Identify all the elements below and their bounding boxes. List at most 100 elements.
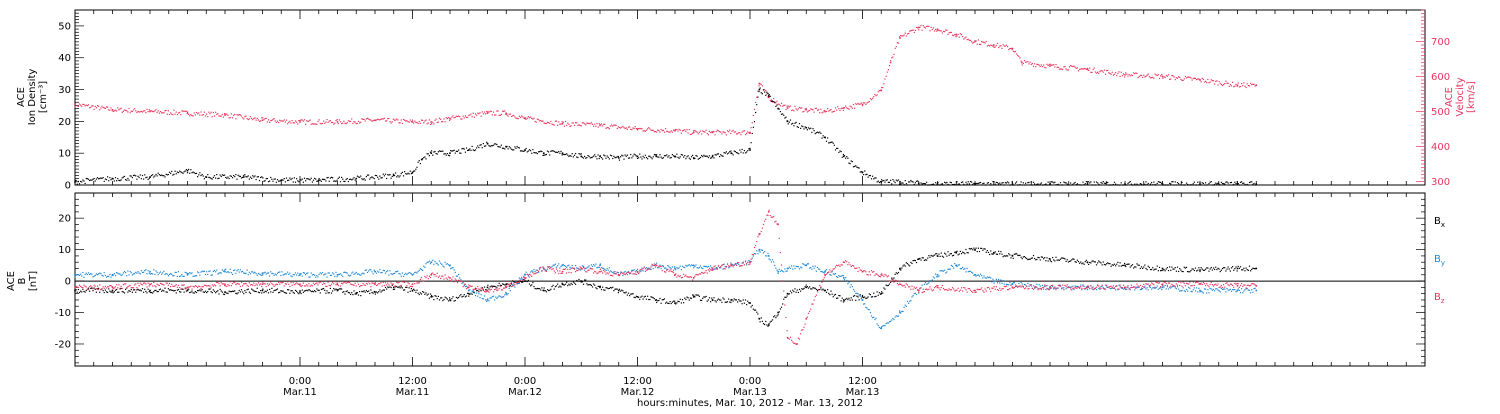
ion-density-dot <box>457 151 458 152</box>
by-dot <box>992 279 993 280</box>
bx-dot <box>1162 270 1163 271</box>
ion-density-dot <box>1045 183 1046 184</box>
ion-density-dot <box>422 158 423 159</box>
bx-dot <box>612 287 613 288</box>
ion-density-dot <box>563 154 564 155</box>
by-dot <box>342 276 343 277</box>
bx-dot <box>995 251 996 252</box>
velocity-dot <box>422 120 423 121</box>
by-dot <box>1195 290 1196 291</box>
velocity-dot <box>1025 62 1026 63</box>
velocity-dot <box>1228 83 1229 84</box>
by-dot <box>709 268 710 269</box>
by-dot <box>962 267 963 268</box>
ion-density-dot <box>265 180 266 181</box>
bx-dot <box>836 298 837 299</box>
by-dot <box>562 265 563 266</box>
bz-dot <box>141 284 142 285</box>
by-dot <box>108 276 109 277</box>
bx-dot <box>1242 269 1243 270</box>
by-dot <box>1136 287 1137 288</box>
ion-density-dot <box>551 150 552 151</box>
by-dot <box>290 275 291 276</box>
velocity-dot <box>580 125 581 126</box>
bx-dot <box>142 288 143 289</box>
ion-density-dot <box>283 180 284 181</box>
ion-density-dot <box>1150 184 1151 185</box>
velocity-dot <box>380 119 381 120</box>
bx-dot <box>509 286 510 287</box>
bx-dot <box>162 290 163 291</box>
bx-dot <box>796 292 797 293</box>
ion-density-dot <box>932 184 933 185</box>
bx-dot <box>260 290 261 291</box>
by-dot <box>1072 286 1073 287</box>
ion-density-dot <box>836 148 837 149</box>
ion-density-dot <box>717 153 718 154</box>
by-dot <box>1230 289 1231 290</box>
velocity-dot <box>431 123 432 124</box>
velocity-dot <box>1120 76 1121 77</box>
ion-density-dot <box>209 177 210 178</box>
velocity-dot <box>1142 77 1143 78</box>
bx-dot <box>1212 269 1213 270</box>
velocity-dot <box>456 116 457 117</box>
velocity-dot <box>736 133 737 134</box>
ion-density-dot <box>827 137 828 138</box>
ion-density-dot <box>829 142 830 143</box>
by-dot <box>385 272 386 273</box>
ion-density-dot <box>837 148 838 149</box>
by-dot <box>499 295 500 296</box>
ion-density-dot <box>1086 181 1087 182</box>
velocity-dot <box>213 112 214 113</box>
by-dot <box>303 272 304 273</box>
by-dot <box>554 264 555 265</box>
bx-dot <box>314 290 315 291</box>
by-dot <box>997 282 998 283</box>
by-dot <box>386 271 387 272</box>
ion-density-dot <box>99 178 100 179</box>
velocity-dot <box>809 110 810 111</box>
by-dot <box>1109 288 1110 289</box>
ion-density-dot <box>962 181 963 182</box>
velocity-dot <box>344 123 345 124</box>
velocity-dot <box>1211 79 1212 80</box>
by-dot <box>877 323 878 324</box>
velocity-dot <box>1242 85 1243 86</box>
bx-dot <box>437 298 438 299</box>
ion-density-dot <box>956 181 957 182</box>
by-dot <box>938 275 939 276</box>
velocity-dot <box>232 117 233 118</box>
by-dot <box>1166 288 1167 289</box>
ion-density-dot <box>1072 184 1073 185</box>
velocity-dot <box>1088 70 1089 71</box>
velocity-dot <box>1070 65 1071 66</box>
velocity-dot <box>1100 70 1101 71</box>
by-dot <box>137 271 138 272</box>
by-dot <box>1248 290 1249 291</box>
ion-density-dot <box>221 176 222 177</box>
velocity-dot <box>341 123 342 124</box>
bx-dot <box>1043 258 1044 259</box>
bx-point <box>1124 265 1126 267</box>
velocity-dot <box>1051 65 1052 66</box>
by-dot <box>440 263 441 264</box>
by-dot <box>286 273 287 274</box>
velocity-dot <box>590 123 591 124</box>
bx-dot <box>1251 269 1252 270</box>
velocity-dot <box>82 104 83 105</box>
ion-density-dot <box>610 155 611 156</box>
velocity-dot <box>94 109 95 110</box>
velocity-dot <box>1093 69 1094 70</box>
by-dot <box>275 274 276 275</box>
by-dot <box>190 273 191 274</box>
ion-density-dot <box>1136 184 1137 185</box>
bx-dot <box>356 292 357 293</box>
bx-dot <box>104 292 105 293</box>
by-dot <box>1188 287 1189 288</box>
ion-density-dot <box>487 143 488 144</box>
velocity-dot <box>801 107 802 108</box>
ion-density-dot <box>870 175 871 176</box>
ion-density-dot <box>215 178 216 179</box>
by-dot <box>833 273 834 274</box>
